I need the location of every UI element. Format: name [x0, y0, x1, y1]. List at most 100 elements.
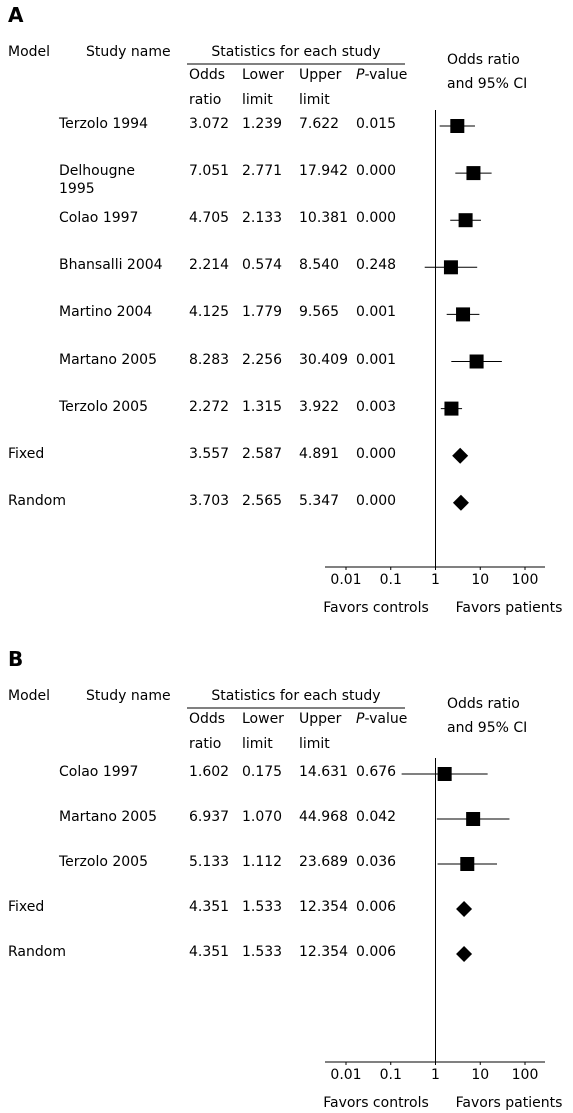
header: and 95% CI: [447, 720, 528, 736]
panel-label: B: [8, 647, 24, 671]
label: Terzolo 1994: [59, 116, 148, 132]
upper-limit: 30.409: [299, 351, 348, 368]
header: ratio: [189, 92, 222, 108]
header: limit: [299, 92, 330, 108]
lower-limit: 2.256: [242, 351, 283, 368]
p-value: 0.000: [356, 163, 397, 180]
odds-ratio-square: [437, 767, 452, 781]
odds-ratio: 4.705: [189, 210, 230, 227]
header: Odds ratio: [447, 696, 520, 712]
label: Martino 2004: [59, 304, 153, 321]
odds-ratio: 3.703: [189, 492, 230, 509]
upper-limit: 44.968: [299, 809, 348, 825]
header: Model: [8, 44, 51, 60]
odds-ratio: 2.214: [189, 257, 230, 274]
odds-ratio: 7.051: [189, 163, 230, 180]
p-value: 0.000: [356, 210, 397, 227]
upper-limit: 14.631: [299, 764, 348, 780]
header: Odds: [189, 711, 226, 727]
header: Lower: [242, 711, 284, 727]
header: Upper: [299, 711, 342, 727]
tick-label: 0.01: [330, 572, 362, 588]
upper-limit: 12.354: [299, 899, 348, 915]
upper-limit: 23.689: [299, 854, 348, 870]
header: Statistics for each study: [211, 688, 381, 704]
tick-label: 1: [431, 572, 440, 588]
summary-diamond: [452, 494, 469, 511]
odds-ratio: 3.072: [189, 116, 230, 132]
lower-limit: 0.175: [242, 764, 283, 780]
lower-limit: 1.315: [242, 398, 283, 415]
upper-limit: 17.942: [299, 163, 348, 180]
label: Terzolo 2005: [59, 854, 148, 870]
p-value: 0.001: [356, 304, 397, 321]
header: P-value: [356, 711, 408, 727]
header: Study name: [86, 688, 171, 704]
header: limit: [299, 736, 330, 752]
tick-label: 100: [511, 1067, 539, 1083]
label: Colao 1997: [59, 210, 139, 227]
odds-ratio-square: [466, 812, 481, 826]
favors-label: Favors controls: [323, 600, 429, 616]
lower-limit: 1.112: [242, 854, 283, 870]
upper-limit: 5.347: [299, 492, 340, 509]
p-value: 0.006: [356, 944, 397, 960]
odds-ratio: 4.351: [189, 899, 230, 915]
lower-limit: 1.779: [242, 304, 283, 321]
lower-limit: 1.533: [242, 899, 283, 915]
summary-diamond: [452, 447, 469, 464]
header: Odds: [189, 67, 226, 83]
summary-diamond: [456, 901, 473, 917]
upper-limit: 12.354: [299, 944, 348, 960]
model-label: Random: [8, 944, 66, 960]
p-value: 0.000: [356, 445, 397, 462]
odds-ratio: 6.937: [189, 809, 230, 825]
p-value: 0.003: [356, 398, 397, 415]
upper-limit: 9.565: [299, 304, 340, 321]
summary-diamond: [456, 946, 473, 962]
model-label: Fixed: [8, 445, 45, 462]
header: limit: [242, 736, 273, 752]
tick-label: 10: [471, 1067, 490, 1083]
upper-limit: 8.540: [299, 257, 340, 274]
header: Odds ratio: [447, 52, 520, 68]
odds-ratio-square: [450, 119, 465, 133]
lower-limit: 2.587: [242, 445, 283, 462]
header: Study name: [86, 44, 171, 60]
odds-ratio-square: [458, 213, 473, 228]
upper-limit: 3.922: [299, 398, 340, 415]
p-value: 0.042: [356, 809, 397, 825]
header: Upper: [299, 67, 342, 83]
model-label: Random: [8, 492, 66, 509]
tick-label: 1: [431, 1067, 440, 1083]
lower-limit: 2.565: [242, 492, 283, 509]
p-value: 0.036: [356, 854, 397, 870]
odds-ratio: 8.283: [189, 351, 230, 368]
odds-ratio: 1.602: [189, 764, 230, 780]
upper-limit: 7.622: [299, 116, 340, 132]
favors-label: Favors patients: [455, 600, 563, 616]
odds-ratio: 2.272: [189, 398, 230, 415]
panel-label: A: [8, 3, 24, 27]
label: Delhougne 1995: [59, 163, 135, 198]
odds-ratio: 4.351: [189, 944, 230, 960]
favors-label: Favors patients: [455, 1095, 563, 1111]
header: Model: [8, 688, 51, 704]
lower-limit: 0.574: [242, 257, 283, 274]
tick-label: 100: [511, 572, 539, 588]
odds-ratio: 4.125: [189, 304, 230, 321]
p-value: 0.248: [356, 257, 397, 274]
header: ratio: [189, 736, 222, 752]
tick-label: 10: [471, 572, 490, 588]
header: and 95% CI: [447, 76, 528, 92]
lower-limit: 2.771: [242, 163, 283, 180]
header: limit: [242, 92, 273, 108]
p-value: 0.676: [356, 764, 397, 780]
p-value: 0.006: [356, 899, 397, 915]
label: Bhansalli 2004: [59, 257, 163, 274]
tick-label: 0.1: [379, 1067, 402, 1083]
tick-label: 0.1: [379, 572, 402, 588]
label: Terzolo 2005: [59, 398, 148, 415]
